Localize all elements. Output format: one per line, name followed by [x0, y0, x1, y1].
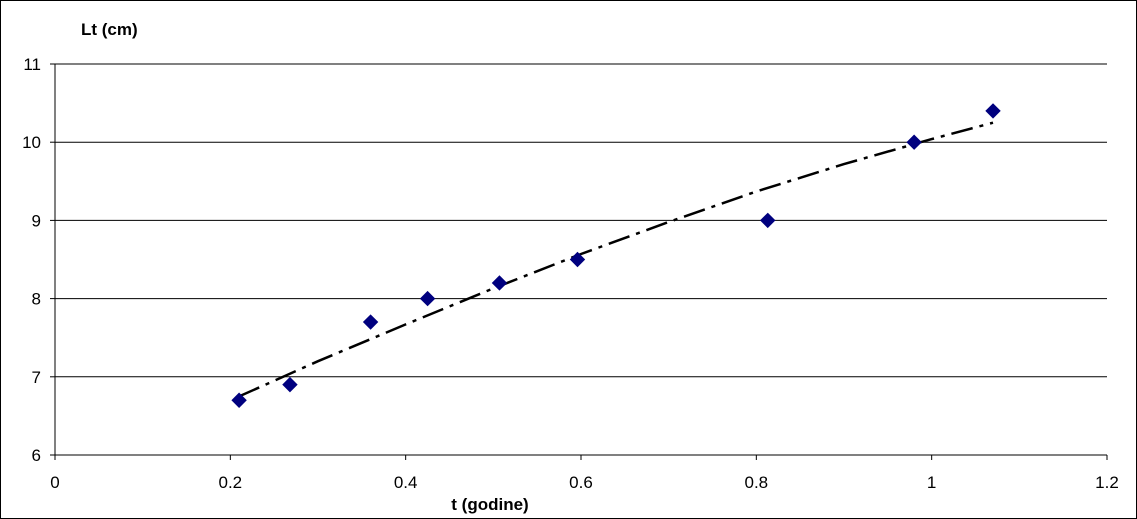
gridlines — [55, 63, 1107, 378]
data-point — [419, 290, 436, 307]
tick-labels: 6 7 8 9 10 11 0 0.2 0.4 0.6 0.8 1 1.2 — [22, 55, 1119, 492]
trend-line — [238, 121, 994, 398]
x-axis-title: t (godine) — [451, 495, 528, 514]
data-point — [985, 103, 1001, 119]
axes — [50, 63, 1108, 460]
data-point — [569, 251, 586, 268]
x-tick-label: 1 — [927, 473, 936, 492]
data-point — [282, 376, 298, 393]
x-tick-label: 0.2 — [219, 473, 243, 492]
y-axis-title: Lt (cm) — [81, 20, 138, 39]
y-tick-label: 6 — [32, 446, 41, 465]
x-tick-label: 0.8 — [745, 473, 769, 492]
x-tick-label: 1.2 — [1095, 473, 1119, 492]
y-tick-label: 10 — [22, 133, 41, 152]
data-point — [231, 392, 247, 408]
data-point — [362, 314, 379, 330]
y-tick-label: 9 — [32, 211, 41, 230]
data-point — [760, 212, 776, 229]
data-point — [491, 275, 508, 291]
data-point — [906, 134, 922, 150]
trend-line-path — [238, 121, 994, 398]
x-tick-label: 0 — [50, 473, 59, 492]
y-tick-label: 11 — [23, 55, 41, 74]
data-points — [231, 103, 1001, 408]
x-tick-label: 0.6 — [569, 473, 593, 492]
x-tick-label: 0.4 — [394, 473, 418, 492]
y-tick-label: 8 — [32, 290, 41, 309]
y-tick-label: 7 — [32, 368, 41, 387]
